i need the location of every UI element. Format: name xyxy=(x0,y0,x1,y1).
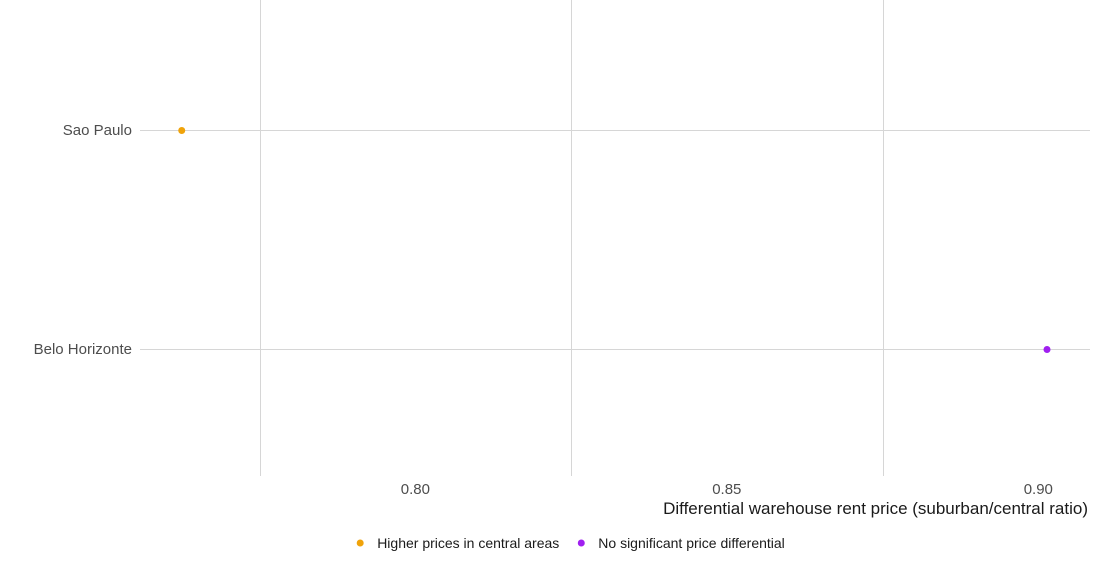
data-point xyxy=(178,127,186,134)
legend-key xyxy=(356,539,364,547)
x-tick-label: 0.90 xyxy=(1024,481,1053,498)
y-axis-tick-labels: Sao Paulo Belo Horizonte xyxy=(34,122,132,358)
legend: Higher prices in central areas No signifi… xyxy=(356,535,785,551)
x-axis-title: Differential warehouse rent price (subur… xyxy=(663,499,1088,518)
y-tick-label: Sao Paulo xyxy=(63,122,132,139)
legend-label: No significant price differential xyxy=(598,535,785,551)
x-axis-tick-labels: 0.80 0.85 0.90 xyxy=(401,481,1053,498)
legend-label: Higher prices in central areas xyxy=(377,535,559,551)
data-points xyxy=(178,127,1051,353)
x-tick-label: 0.85 xyxy=(712,481,741,498)
legend-key xyxy=(577,539,585,547)
gridlines xyxy=(140,0,1090,476)
data-point xyxy=(1043,346,1051,353)
y-tick-label: Belo Horizonte xyxy=(34,341,132,358)
x-tick-label: 0.80 xyxy=(401,481,430,498)
